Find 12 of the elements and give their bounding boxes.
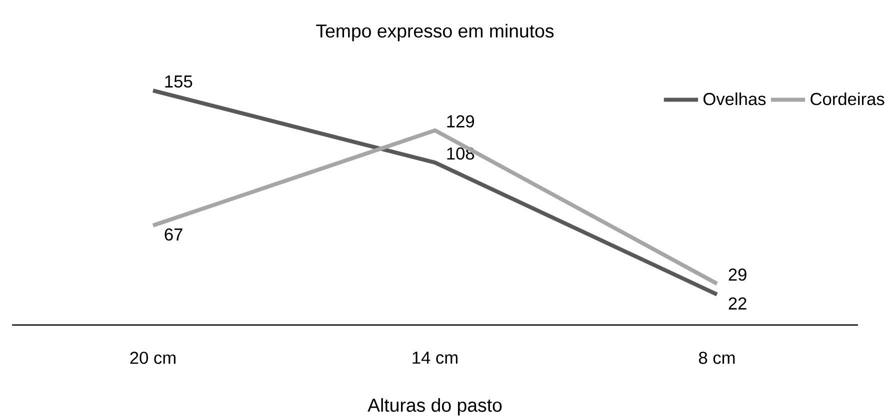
data-label: 155	[165, 76, 192, 88]
legend-label: Cordeiras	[810, 92, 884, 106]
x-tick-label: 20 cm	[130, 352, 176, 364]
legend-label: Ovelhas	[704, 92, 766, 106]
chart-title: Tempo expresso em minutos	[316, 24, 554, 42]
x-tick-label: 8 cm	[698, 352, 735, 364]
x-axis-title: Alturas do pasto	[368, 398, 502, 416]
data-label: 67	[164, 228, 182, 241]
data-label: 129	[447, 115, 474, 128]
x-tick-label: 14 cm	[412, 352, 458, 364]
data-label: 29	[728, 268, 746, 281]
data-label: 22	[728, 297, 746, 310]
